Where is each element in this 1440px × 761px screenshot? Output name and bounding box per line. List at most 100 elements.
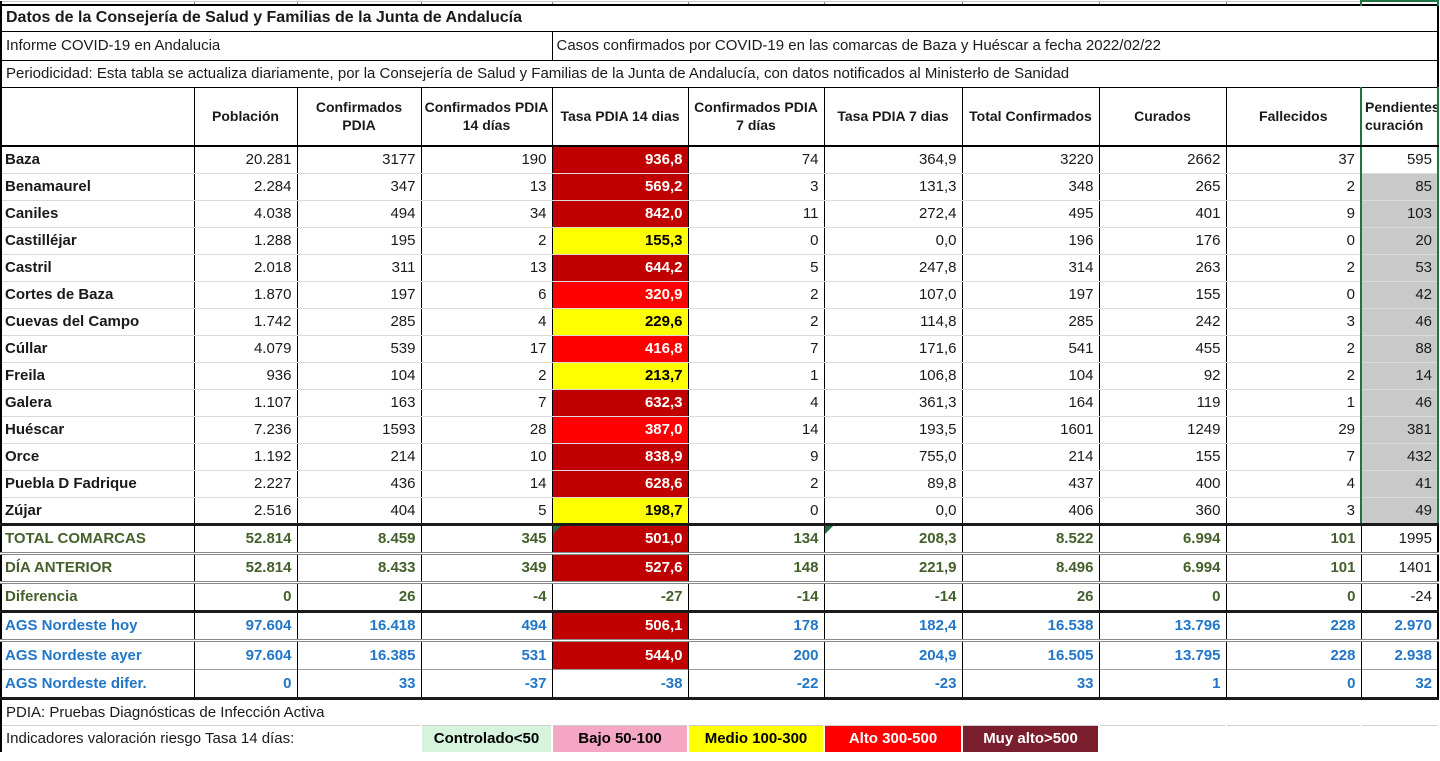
table-cell[interactable]: 46 (1360, 308, 1439, 336)
col-header-pendientes-curacion[interactable]: Pendientes curación (1360, 87, 1439, 147)
table-cell[interactable]: 190 (420, 146, 552, 174)
row-label[interactable]: Caniles (0, 200, 194, 228)
table-cell[interactable]: 46 (1360, 389, 1439, 417)
table-cell[interactable]: 2 (1225, 362, 1361, 390)
table-cell[interactable]: 89,8 (823, 470, 962, 498)
table-cell[interactable]: 16.385 (296, 638, 421, 669)
table-cell[interactable]: 214 (296, 443, 421, 471)
table-cell[interactable]: 228 (1225, 609, 1361, 640)
table-cell[interactable]: 838,9 (551, 443, 688, 471)
table-cell[interactable]: 198,7 (551, 497, 688, 525)
col-header-tasa-pdia-7[interactable]: Tasa PDIA 7 dias (823, 87, 962, 147)
table-cell[interactable]: 347 (296, 173, 421, 201)
table-cell[interactable]: 208,3 (823, 522, 962, 553)
table-cell[interactable]: 4 (420, 308, 552, 336)
table-cell[interactable]: 0 (1225, 227, 1361, 255)
row-label[interactable]: Orce (0, 443, 194, 471)
table-cell[interactable]: 3177 (296, 146, 421, 174)
table-cell[interactable]: 196 (961, 227, 1099, 255)
legend-alto[interactable]: Alto 300-500 (824, 725, 963, 752)
table-cell[interactable]: 1 (687, 362, 824, 390)
table-cell[interactable]: 8.496 (961, 551, 1099, 582)
row-label[interactable]: AGS Nordeste ayer (0, 638, 194, 669)
table-cell[interactable]: 2 (1225, 173, 1361, 201)
table-cell[interactable]: 176 (1098, 227, 1226, 255)
table-cell[interactable]: 9 (687, 443, 824, 471)
table-cell[interactable]: 37 (1225, 146, 1361, 174)
table-cell[interactable]: 0 (1098, 580, 1226, 611)
col-header-poblacion[interactable]: Población (193, 87, 297, 147)
table-cell[interactable]: 936,8 (551, 146, 688, 174)
table-cell[interactable]: 204,9 (823, 638, 962, 669)
row-label[interactable]: Benamaurel (0, 173, 194, 201)
table-cell[interactable]: 1.192 (193, 443, 297, 471)
table-cell[interactable]: 33 (296, 668, 421, 698)
legend-bajo[interactable]: Bajo 50-100 (552, 725, 689, 752)
table-cell[interactable]: 97.604 (193, 609, 297, 640)
table-cell[interactable]: 320,9 (551, 281, 688, 309)
table-cell[interactable]: 4 (1225, 470, 1361, 498)
partial-cell[interactable] (961, 0, 1099, 5)
table-cell[interactable]: 2 (1225, 335, 1361, 363)
empty-cell[interactable] (1225, 725, 1362, 752)
table-cell[interactable]: 119 (1098, 389, 1226, 417)
table-cell[interactable]: 2.970 (1360, 609, 1438, 640)
table-cell[interactable]: 148 (687, 551, 824, 582)
table-cell[interactable]: -14 (823, 580, 962, 611)
table-cell[interactable]: -22 (687, 668, 824, 698)
table-cell[interactable]: 26 (961, 580, 1099, 611)
table-cell[interactable]: 20.281 (193, 146, 297, 174)
table-cell[interactable]: 1.288 (193, 227, 297, 255)
table-cell[interactable]: 242 (1098, 308, 1226, 336)
table-cell[interactable]: 364,9 (823, 146, 962, 174)
row-label[interactable]: AGS Nordeste hoy (0, 609, 194, 640)
partial-cell[interactable] (823, 0, 962, 5)
table-cell[interactable]: 200 (687, 638, 824, 669)
report-scope-cell[interactable]: Casos confirmados por COVID-19 en las co… (551, 31, 1438, 61)
table-cell[interactable]: 6.994 (1098, 522, 1226, 553)
empty-cell[interactable] (1098, 696, 1227, 726)
table-cell[interactable]: 501,0 (551, 522, 688, 553)
table-cell[interactable]: 1601 (961, 416, 1099, 444)
row-label[interactable]: TOTAL COMARCAS (0, 522, 194, 553)
table-cell[interactable]: 1401 (1360, 551, 1438, 582)
table-cell[interactable]: 936 (193, 362, 297, 390)
table-cell[interactable]: 34 (420, 200, 552, 228)
row-label[interactable]: AGS Nordeste difer. (0, 668, 194, 698)
table-cell[interactable]: 213,7 (551, 362, 688, 390)
table-cell[interactable]: 103 (1360, 200, 1439, 228)
row-label[interactable]: Zújar (0, 497, 194, 525)
table-cell[interactable]: 263 (1098, 254, 1226, 282)
table-cell[interactable]: 1.107 (193, 389, 297, 417)
table-cell[interactable]: 494 (296, 200, 421, 228)
table-cell[interactable]: 9 (1225, 200, 1361, 228)
table-cell[interactable]: 0 (1225, 281, 1361, 309)
col-header-tasa-pdia-14[interactable]: Tasa PDIA 14 dias (551, 87, 688, 147)
table-cell[interactable]: 506,1 (551, 609, 688, 640)
table-cell[interactable]: 531 (420, 638, 552, 669)
table-cell[interactable]: 2 (687, 281, 824, 309)
row-label[interactable]: Puebla D Fadrique (0, 470, 194, 498)
table-cell[interactable]: 163 (296, 389, 421, 417)
table-cell[interactable]: 7.236 (193, 416, 297, 444)
table-cell[interactable]: 29 (1225, 416, 1361, 444)
table-cell[interactable]: 3 (1225, 497, 1361, 525)
table-cell[interactable]: 97.604 (193, 638, 297, 669)
table-cell[interactable]: 361,3 (823, 389, 962, 417)
table-cell[interactable]: 0 (1225, 668, 1361, 698)
table-cell[interactable]: 52.814 (193, 551, 297, 582)
table-cell[interactable]: 527,6 (551, 551, 688, 582)
table-cell[interactable]: 10 (420, 443, 552, 471)
table-cell[interactable]: 104 (961, 362, 1099, 390)
table-cell[interactable]: -4 (420, 580, 552, 611)
table-cell[interactable]: 2.938 (1360, 638, 1438, 669)
table-cell[interactable]: 155,3 (551, 227, 688, 255)
table-cell[interactable]: 387,0 (551, 416, 688, 444)
table-cell[interactable]: 171,6 (823, 335, 962, 363)
table-cell[interactable]: 4 (687, 389, 824, 417)
table-cell[interactable]: 107,0 (823, 281, 962, 309)
table-cell[interactable]: 360 (1098, 497, 1226, 525)
table-cell[interactable]: 3220 (961, 146, 1099, 174)
table-cell[interactable]: 404 (296, 497, 421, 525)
table-cell[interactable]: 2 (687, 470, 824, 498)
